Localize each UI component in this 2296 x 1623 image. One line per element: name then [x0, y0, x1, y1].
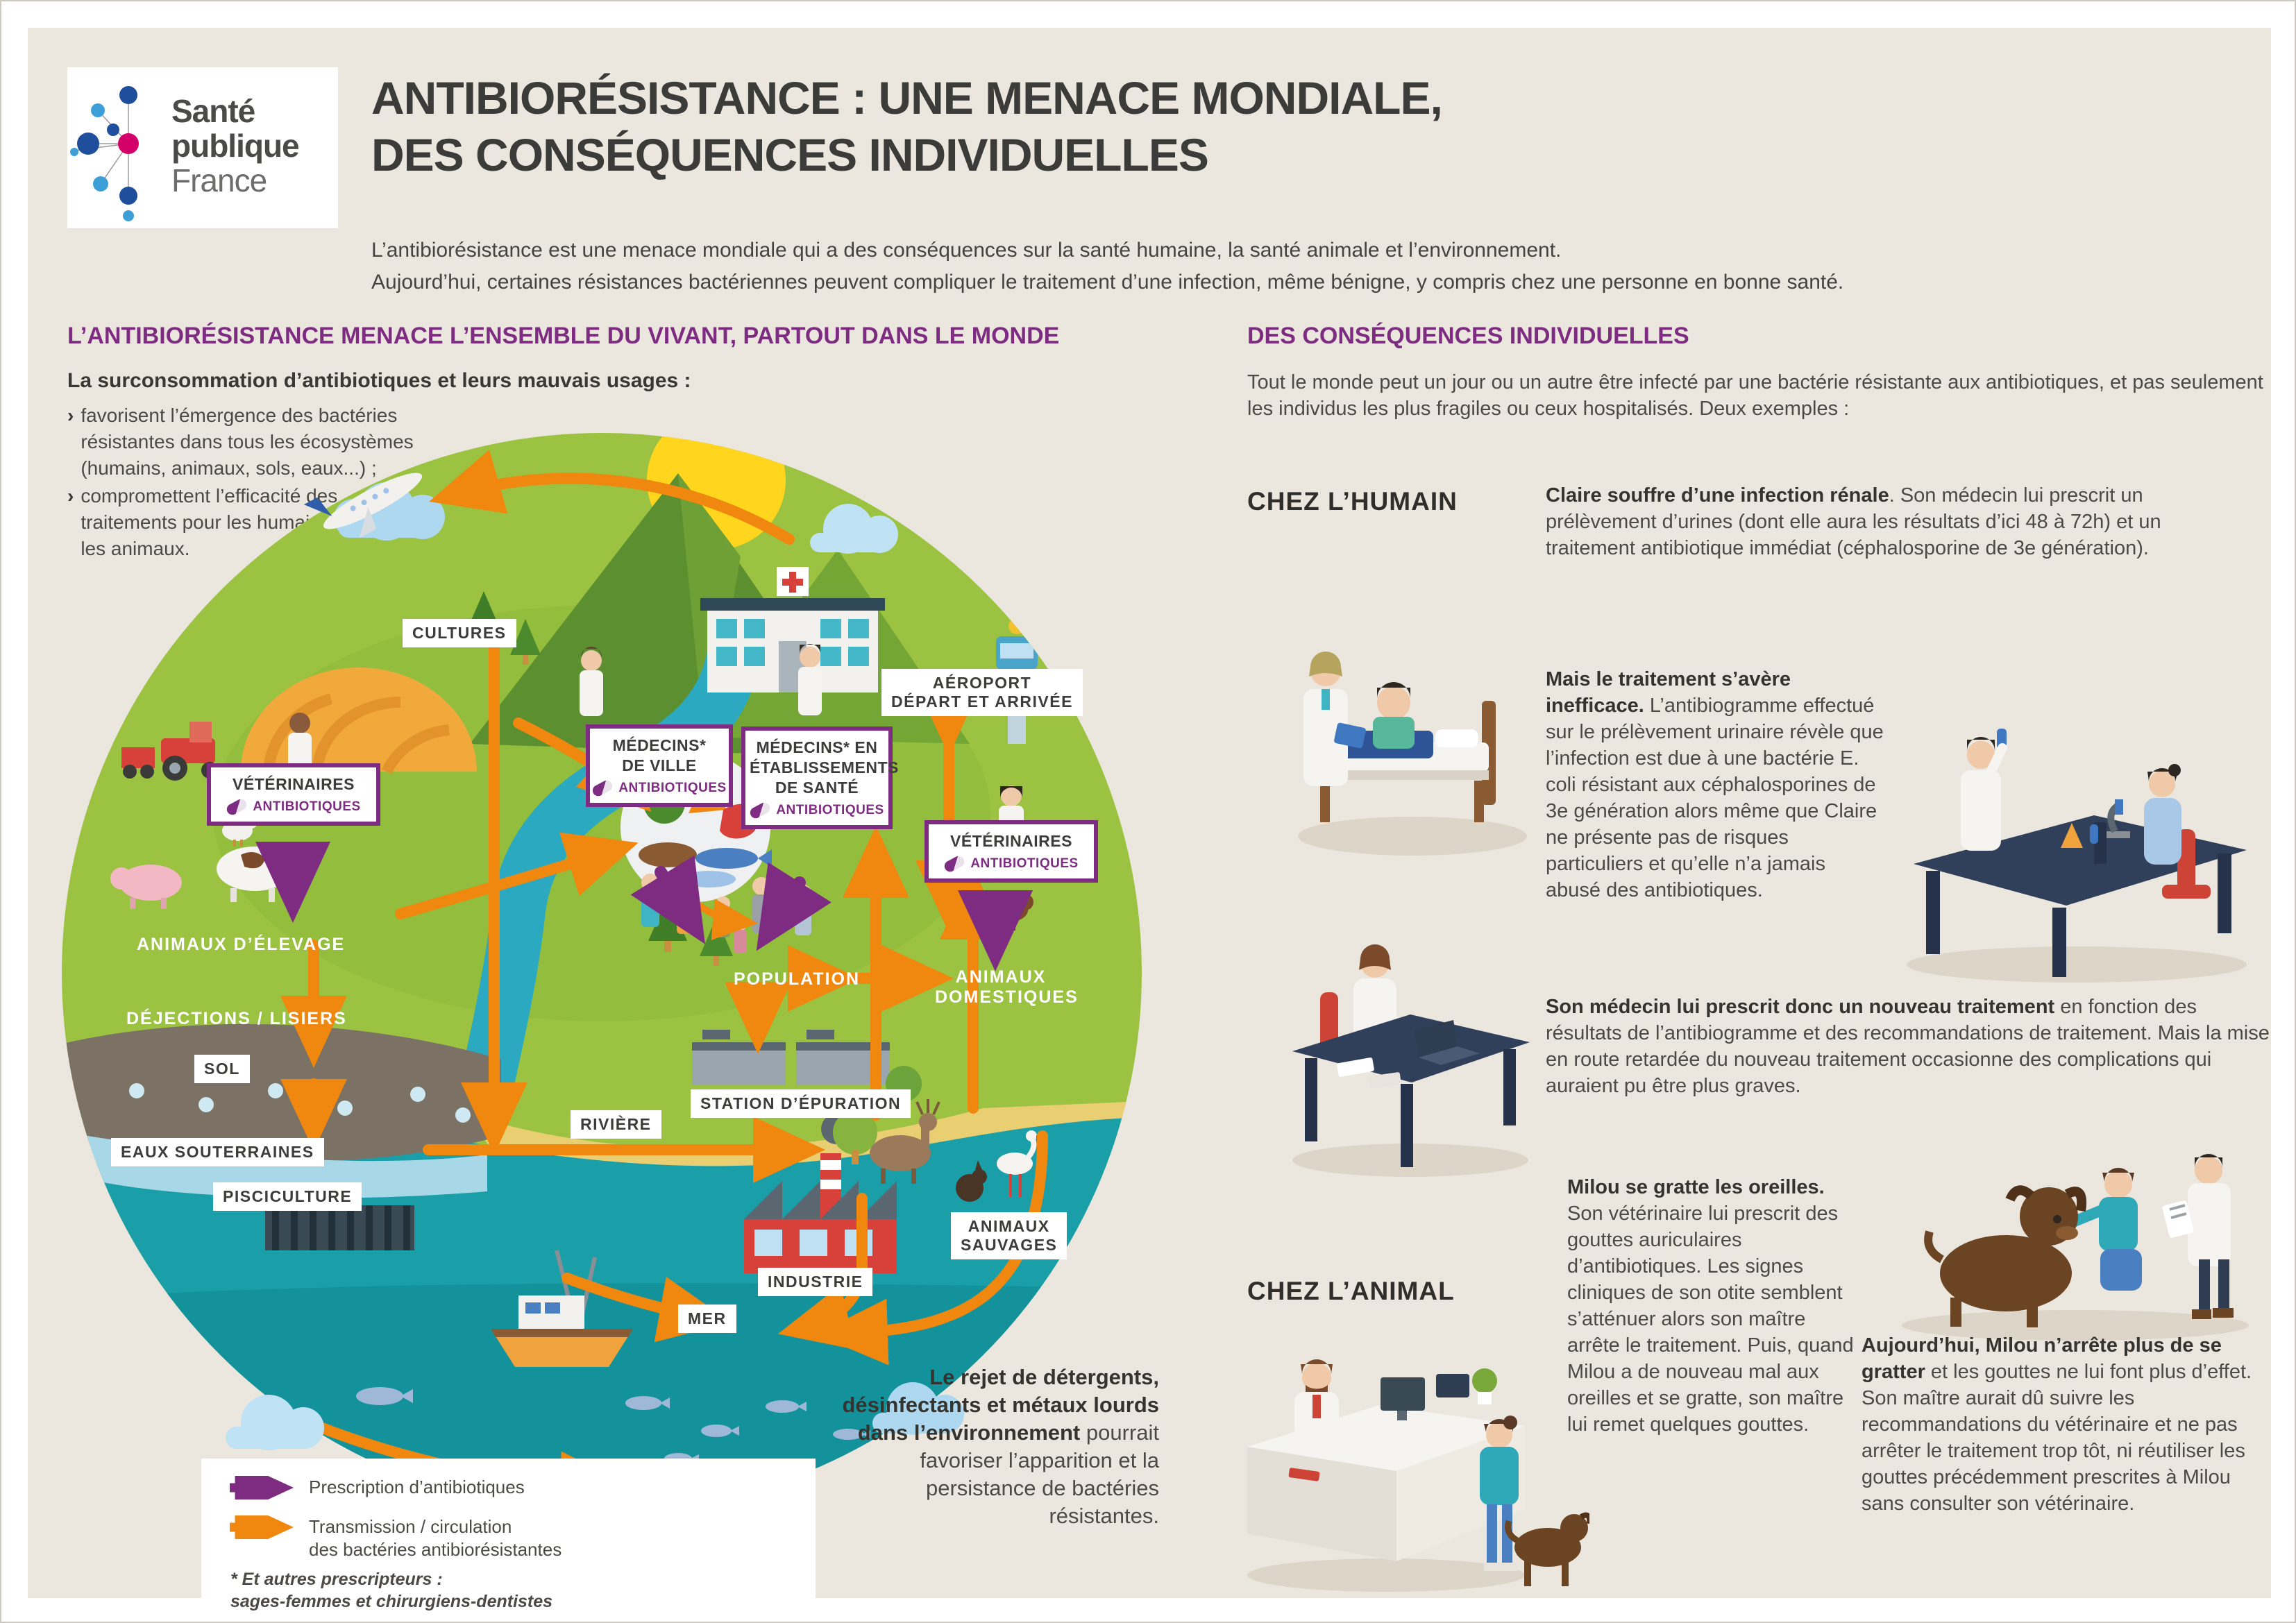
label-cultures: CULTURES — [403, 619, 516, 647]
paragraph-traitement-inefficace: Mais le traitement s’avère inefficace. L… — [1546, 668, 1884, 901]
label-box-medecins-etablissements: MÉDECINS* EN ÉTABLISSEMENTS DE SANTÉ ANT… — [741, 726, 898, 829]
flask-icon — [2061, 823, 2083, 848]
fishing-boat-icon — [491, 1250, 633, 1367]
chez-animal-heading: CHEZ L’ANIMAL — [1247, 1277, 1455, 1305]
scene-dog-owner — [1480, 1416, 1589, 1586]
label-pisciculture: PISCICULTURE — [213, 1182, 362, 1211]
left-bullets: › favorisent l’émergence des bactéries r… — [67, 402, 505, 563]
hospital-icon — [700, 567, 885, 692]
bullet-marker: › — [67, 485, 74, 507]
label-animaux-sauvages: ANIMAUX SAUVAGES — [951, 1212, 1067, 1259]
rejet-text: Le rejet de détergents, désinfectants et… — [842, 1365, 1159, 1528]
label-mer: MER — [678, 1305, 736, 1333]
plant-icon — [1472, 1368, 1497, 1393]
label-box-medecins-ville: MÉDECINS* DE VILLE ANTIBIOTIQUES — [586, 724, 733, 807]
pill-icon — [748, 800, 773, 821]
intro-line-2: Aujourd’hui, certaines résistances bacté… — [371, 271, 1844, 294]
legend-footnote: * Et autres prescripteurs : sages-femmes… — [230, 1570, 553, 1611]
title-line-2: DES CONSÉQUENCES INDIVIDUELLES — [371, 129, 1209, 180]
orange-arrow-icon — [230, 1515, 294, 1539]
paragraph-aujourdhui-milou: Aujourd’hui, Milou n’arrête plus de se g… — [1862, 1334, 2252, 1515]
label-station-epuration: STATION D’ÉPURATION — [691, 1089, 911, 1118]
title-line-1: ANTIBIORÉSISTANCE : UNE MENACE MONDIALE, — [371, 72, 1443, 124]
legend-transmission-label: Transmission / circulation des bactéries… — [309, 1516, 562, 1560]
label-animaux-domestiques: ANIMAUX DOMESTIQUES — [935, 967, 1079, 1007]
wild-animals-icon — [870, 1099, 1047, 1202]
bullet-text: favorisent l’émergence des bactéries rés… — [81, 405, 414, 479]
lab-technician-standing — [1961, 729, 2007, 851]
scene-doctor-patient-bed — [1298, 652, 1527, 856]
logo-text: Santé publique France — [171, 93, 300, 198]
pill-icon — [591, 778, 615, 799]
pill-icon — [225, 797, 249, 817]
soil-icon — [62, 1023, 501, 1198]
page-title: ANTIBIORÉSISTANCE : UNE MENACE MONDIALE,… — [371, 69, 1443, 183]
microscope-icon — [2107, 799, 2130, 838]
left-section-header: L’ANTIBIORÉSISTANCE MENACE L’ENSEMBLE DU… — [67, 323, 1060, 349]
chez-humain-heading: CHEZ L’HUMAIN — [1247, 487, 1458, 516]
bullet-marker: › — [67, 405, 74, 426]
airplane-icon — [303, 473, 423, 538]
dog — [1505, 1512, 1589, 1586]
label-dejections: DÉJECTIONS / LISIERS — [126, 1009, 347, 1028]
monitor-icon — [1381, 1377, 1425, 1420]
logo-line-3: France — [171, 162, 267, 198]
legend-box: Prescription d’antibiotiques Transmissio… — [201, 1459, 816, 1622]
logo-line-2: publique — [171, 128, 300, 164]
right-intro: Tout le monde peut un jour ou un autre ê… — [1247, 371, 2263, 420]
right-section-header: DES CONSÉQUENCES INDIVIDUELLES — [1247, 323, 1689, 349]
logo-line-1: Santé — [171, 93, 255, 129]
veterinarian-clipboard — [2162, 1154, 2234, 1319]
label-box-veterinaires-left: VÉTÉRINAIRES ANTIBIOTIQUES — [207, 763, 380, 826]
scene-doctor-desk — [1292, 944, 1530, 1177]
purple-arrow-icon — [230, 1476, 294, 1499]
label-population: POPULATION — [734, 969, 861, 989]
intro-line-1: L’antibiorésistance est une menace mondi… — [371, 239, 1562, 262]
bullet-item: › favorisent l’émergence des bactéries r… — [67, 402, 505, 482]
patient — [1377, 686, 1410, 720]
paragraph-claire: Claire souffre d’une infection rénale. S… — [1546, 484, 2161, 559]
intro-paragraph: L’antibiorésistance est une menace mondi… — [371, 235, 1843, 298]
laptop-icon — [1414, 1020, 1480, 1065]
scene-dog-exam — [1902, 1154, 2249, 1341]
paragraph-milou: Milou se gratte les oreilles. Son vétéri… — [1567, 1176, 1854, 1436]
dog-scratching — [1924, 1185, 2086, 1327]
lab-technician-seated — [2144, 764, 2211, 899]
content-area: Santé publique France ANTIBIORÉSISTANCE … — [28, 28, 2271, 1622]
plane-arrow — [429, 449, 795, 545]
river-icon — [457, 602, 764, 1125]
paragraph-nouveau-traitement: Son médecin lui prescrit donc un nouveau… — [1546, 996, 2270, 1097]
pill-icon — [943, 853, 967, 874]
legend-prescription-label: Prescription d’antibiotiques — [309, 1477, 525, 1497]
printer-icon — [1436, 1374, 1469, 1397]
label-animaux-elevage: ANIMAUX D’ÉLEVAGE — [137, 935, 346, 954]
prescription-arrows — [255, 842, 1033, 971]
label-industrie: INDUSTRIE — [758, 1268, 873, 1296]
dog-owner — [1480, 1416, 1519, 1571]
doctor — [1303, 652, 1366, 786]
label-aeroport: AÉROPORT DÉPART ET ARRIVÉE — [881, 669, 1083, 716]
label-sol: SOL — [194, 1055, 250, 1083]
pisciculture-icon — [265, 1205, 414, 1250]
left-lead: La surconsommation d’antibiotiques et le… — [67, 369, 691, 392]
label-eaux-souterraines: EAUX SOUTERRAINES — [111, 1138, 324, 1166]
sante-publique-france-logo: Santé publique France — [67, 67, 338, 228]
label-box-veterinaires-right: VÉTÉRINAIRES ANTIBIOTIQUES — [925, 820, 1098, 883]
label-riviere: RIVIÈRE — [571, 1110, 661, 1139]
beach-icon — [470, 1101, 1142, 1174]
scene-laboratory — [1907, 729, 2247, 983]
logo-molecule-icon — [70, 86, 139, 221]
